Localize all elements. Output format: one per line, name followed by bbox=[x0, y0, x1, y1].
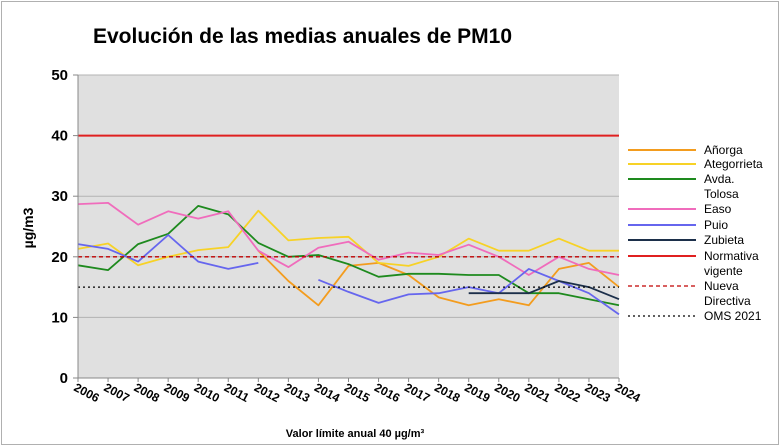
x-tick-label: 2022 bbox=[552, 380, 582, 405]
series-line-ategorrieta bbox=[77, 209, 619, 267]
x-tick-label: 2011 bbox=[222, 380, 252, 405]
y-tick-labels: 0 10 20 30 40 50 bbox=[51, 67, 68, 387]
x-tick-label: 2014 bbox=[312, 380, 342, 405]
legend-label: OMS 2021 bbox=[704, 309, 762, 323]
chart-title: Evolución de las medias anuales de PM10 bbox=[93, 25, 512, 48]
legend-label: Puio bbox=[704, 218, 728, 232]
y-tick-label: 50 bbox=[51, 67, 68, 84]
x-tick-label: 2010 bbox=[192, 380, 222, 405]
x-tick-label: 2015 bbox=[342, 380, 372, 405]
legend-label: Añorga bbox=[704, 143, 743, 157]
axes bbox=[77, 75, 620, 382]
x-tick-label: 2009 bbox=[162, 380, 192, 405]
x-tick-label: 2020 bbox=[492, 380, 522, 405]
legend-label: Normativa vigente bbox=[704, 249, 759, 278]
x-tick-label: 2016 bbox=[372, 380, 402, 405]
x-tick-label: 2012 bbox=[252, 380, 282, 405]
y-tick-label: 30 bbox=[51, 188, 68, 205]
y-tick-label: 40 bbox=[51, 128, 68, 145]
y-tick-label: 20 bbox=[51, 249, 68, 266]
x-axis-label: Valor límite anual 40 µg/m³ bbox=[286, 428, 425, 440]
y-tick-label: 0 bbox=[60, 370, 68, 387]
x-tick-label: 2023 bbox=[583, 380, 613, 405]
series-line-easo bbox=[77, 201, 620, 276]
series-line-puio bbox=[77, 234, 259, 270]
series-line-añorga bbox=[257, 250, 620, 307]
series-lines bbox=[77, 134, 620, 316]
x-tick-label: 2008 bbox=[132, 380, 162, 405]
x-tick-label: 2021 bbox=[522, 380, 552, 405]
x-tick-label: 2017 bbox=[402, 380, 432, 405]
legend-label: Nueva Directiva bbox=[704, 279, 751, 308]
x-tick-label: 2024 bbox=[613, 380, 643, 405]
legend-label: Ategorrieta bbox=[704, 157, 763, 171]
legend-label: Zubieta bbox=[704, 233, 744, 247]
x-tick-labels: 2006 2007 2008 2009 2010 2011 2012 2013 2014 2015… bbox=[72, 380, 643, 405]
x-tick-label: 2018 bbox=[432, 380, 462, 405]
x-tick-label: 2019 bbox=[462, 380, 492, 405]
y-axis-label: µg/m3 bbox=[20, 207, 36, 248]
legend-label: Avda. Tolosa bbox=[704, 172, 739, 201]
legend-label: Easo bbox=[704, 202, 732, 216]
x-tick-label: 2006 bbox=[72, 380, 102, 405]
plot-area bbox=[78, 75, 619, 378]
y-tick-label: 10 bbox=[51, 309, 68, 326]
x-tick-label: 2013 bbox=[282, 380, 312, 405]
x-tick-label: 2007 bbox=[102, 380, 132, 405]
